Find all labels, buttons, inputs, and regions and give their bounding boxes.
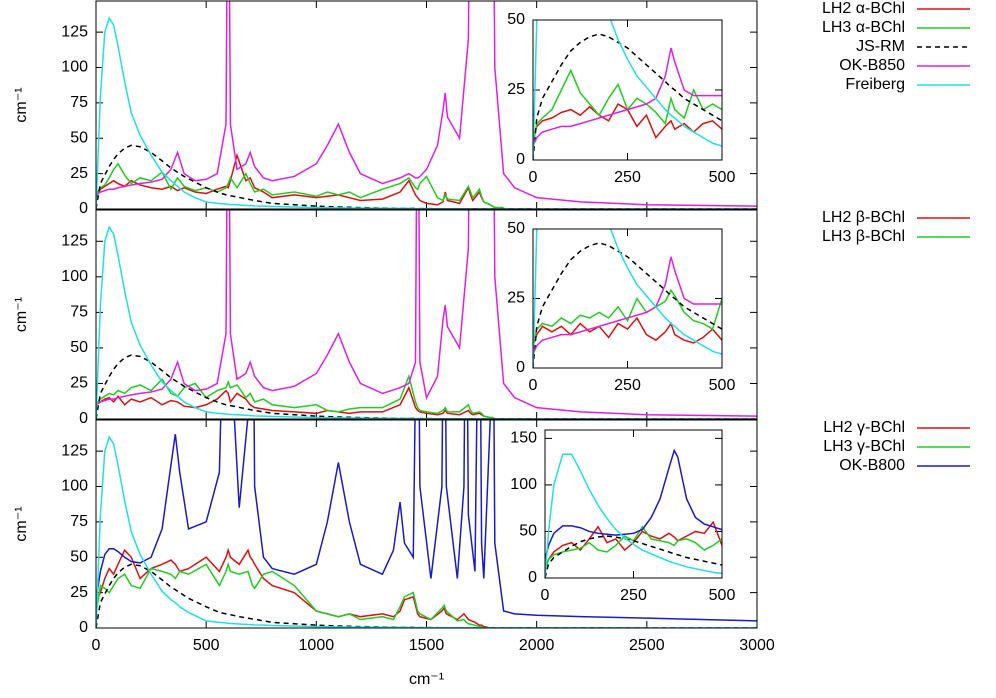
x-tick-label: 500 [193, 637, 220, 654]
series-line [96, 385, 504, 419]
series-line [533, 229, 722, 368]
y-tick-label: 0 [79, 619, 88, 636]
series-line [96, 561, 647, 628]
y-axis-label: cm⁻¹ [13, 297, 30, 332]
series-line [96, 162, 504, 209]
series-line [533, 33, 722, 160]
x-tick-label: 500 [709, 377, 736, 394]
y-tick-label: 0 [516, 359, 525, 376]
legend-label: JS-RM [856, 38, 905, 55]
x-tick-label: 3000 [739, 637, 775, 654]
legend-label: LH3 α-BChl [822, 19, 905, 36]
y-tick-label: 0 [79, 410, 88, 427]
x-tick-label: 0 [529, 169, 538, 186]
y-tick-label: 50 [70, 129, 88, 146]
y-tick-label: 125 [61, 23, 88, 40]
y-tick-label: 0 [528, 569, 537, 586]
plot-frame [532, 228, 723, 369]
y-tick-label: 75 [70, 304, 88, 321]
y-tick-label: 100 [61, 268, 88, 285]
y-tick-label: 100 [61, 59, 88, 76]
series-line [96, 1, 757, 207]
x-tick-label: 2000 [519, 637, 555, 654]
y-axis-label: cm⁻¹ [13, 87, 30, 122]
legend-label: LH2 γ-BChl [823, 419, 905, 436]
y-tick-label: 50 [507, 11, 525, 28]
series-line [545, 453, 722, 578]
x-tick-label: 250 [620, 587, 647, 604]
series-line [533, 47, 722, 147]
series-line [545, 535, 722, 578]
series-line [545, 448, 722, 560]
legend-label: Freiberg [845, 76, 905, 93]
y-tick-label: 75 [70, 513, 88, 530]
y-tick-label: 25 [507, 81, 525, 98]
y-tick-label: 100 [61, 478, 88, 495]
series-line [533, 20, 722, 160]
y-tick-label: 125 [61, 442, 88, 459]
x-axis-label: cm⁻¹ [409, 671, 444, 688]
series-line [96, 210, 757, 417]
series-line [533, 256, 722, 355]
legend-label: LH2 β-BChl [822, 209, 905, 226]
plot-frame [95, 209, 758, 420]
x-tick-label: 1000 [299, 637, 335, 654]
plot-frame [95, 419, 758, 629]
series-line [545, 525, 722, 571]
inset-background [545, 430, 722, 578]
y-tick-label: 150 [510, 430, 537, 447]
legend-label: OK-B800 [839, 457, 905, 474]
y-tick-label: 0 [516, 151, 525, 168]
legend-label: LH2 α-BChl [822, 0, 905, 17]
legend-label: OK-B850 [839, 57, 905, 74]
y-tick-label: 25 [70, 584, 88, 601]
x-tick-label: 0 [541, 587, 550, 604]
series-line [533, 288, 722, 346]
y-tick-label: 125 [61, 232, 88, 249]
legend-label: LH3 β-BChl [822, 228, 905, 245]
inset-background [533, 229, 722, 368]
series-line [533, 242, 722, 368]
y-tick-label: 50 [507, 220, 525, 237]
legend-label: LH3 γ-BChl [823, 438, 905, 455]
y-tick-label: 75 [70, 94, 88, 111]
x-tick-label: 250 [614, 169, 641, 186]
y-tick-label: 25 [507, 290, 525, 307]
series-line [533, 316, 722, 347]
series-line [545, 520, 722, 569]
inset-background [533, 20, 722, 160]
y-tick-label: 25 [70, 165, 88, 182]
x-tick-label: 0 [92, 637, 101, 654]
y-axis-label: cm⁻¹ [13, 506, 30, 541]
y-tick-label: 50 [519, 523, 537, 540]
x-tick-label: 250 [614, 377, 641, 394]
y-tick-label: 50 [70, 548, 88, 565]
series-line [96, 373, 504, 419]
plot-frame [532, 19, 723, 161]
x-tick-label: 2500 [629, 637, 665, 654]
x-tick-label: 1500 [409, 637, 445, 654]
plot-frame [95, 0, 758, 210]
y-tick-label: 0 [79, 200, 88, 217]
x-tick-label: 500 [709, 169, 736, 186]
x-tick-label: 0 [529, 377, 538, 394]
series-line [96, 420, 757, 622]
y-tick-label: 100 [510, 476, 537, 493]
plot-frame [544, 429, 723, 579]
x-tick-label: 500 [709, 587, 736, 604]
y-tick-label: 50 [70, 339, 88, 356]
y-tick-label: 25 [70, 375, 88, 392]
